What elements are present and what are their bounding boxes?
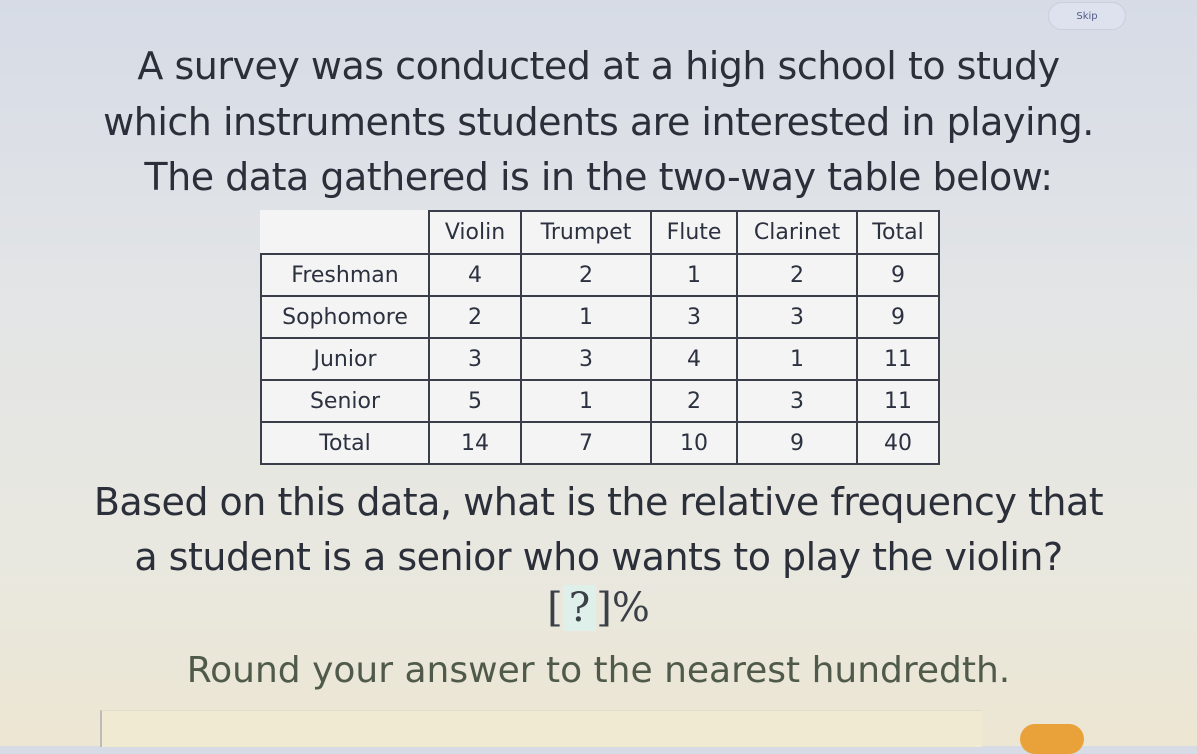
table-cell: 11 (856, 379, 940, 423)
table-cell: 9 (736, 421, 858, 465)
table-cell: 9 (856, 253, 940, 297)
answer-blank: [?]% (547, 585, 650, 631)
skip-button[interactable]: Skip (1048, 2, 1126, 30)
row-header: Junior (260, 337, 430, 381)
table-cell: 11 (856, 337, 940, 381)
table-header-row: Violin Trumpet Flute Clarinet Total (261, 210, 940, 255)
row-header: Freshman (260, 253, 430, 297)
table-cell: 2 (428, 295, 522, 339)
table-cell: 3 (736, 379, 858, 423)
table-cell: 1 (520, 379, 652, 423)
table-row: Freshman 4 2 1 2 9 (260, 253, 940, 297)
table-cell: 5 (428, 379, 522, 423)
skip-label: Skip (1076, 10, 1098, 22)
table-cell: 7 (520, 421, 652, 465)
table-cell: 4 (428, 253, 522, 297)
column-header: Violin (428, 210, 522, 255)
table-cell: 4 (650, 337, 738, 381)
intro-line-2: which instruments students are intereste… (103, 100, 1094, 144)
table-cell: 10 (650, 421, 738, 465)
row-header: Total (260, 421, 430, 465)
table-cell: 14 (428, 421, 522, 465)
table-cell: 1 (736, 337, 858, 381)
table-row: Senior 5 1 2 3 11 (260, 379, 940, 423)
prompt-line-2: a student is a senior who wants to play … (134, 535, 1063, 579)
intro-line-3: The data gathered is in the two-way tabl… (144, 155, 1053, 199)
submit-button[interactable] (1020, 724, 1084, 754)
prompt-line-1: Based on this data, what is the relative… (93, 480, 1104, 524)
table-row: Total 14 7 10 9 40 (260, 421, 940, 465)
answer-input[interactable] (100, 710, 982, 747)
column-header: Total (856, 210, 940, 255)
table-cell: 2 (650, 379, 738, 423)
table-cell: 1 (650, 253, 738, 297)
table-cell: 40 (856, 421, 940, 465)
two-way-table: Violin Trumpet Flute Clarinet Total Freshman 4… (260, 210, 940, 465)
column-header: Clarinet (736, 210, 858, 255)
intro-line-1: A survey was conducted at a high school … (137, 44, 1060, 88)
table-cell: 2 (736, 253, 858, 297)
answer-unit: % (611, 585, 650, 631)
column-header: Flute (650, 210, 738, 255)
table-cell: 1 (520, 295, 652, 339)
column-header (261, 211, 430, 255)
table-cell: 2 (520, 253, 652, 297)
column-header: Trumpet (520, 210, 652, 255)
row-header: Senior (260, 379, 430, 423)
table-cell: 3 (736, 295, 858, 339)
table-cell: 3 (650, 295, 738, 339)
table-cell: 3 (520, 337, 652, 381)
table-row: Junior 3 3 4 1 11 (260, 337, 940, 381)
table-row: Sophomore 2 1 3 3 9 (260, 295, 940, 339)
table-cell: 9 (856, 295, 940, 339)
row-header: Sophomore (260, 295, 430, 339)
table-cell: 3 (428, 337, 522, 381)
instruction: Round your answer to the nearest hundred… (186, 650, 1011, 691)
answer-placeholder: ? (562, 585, 597, 631)
